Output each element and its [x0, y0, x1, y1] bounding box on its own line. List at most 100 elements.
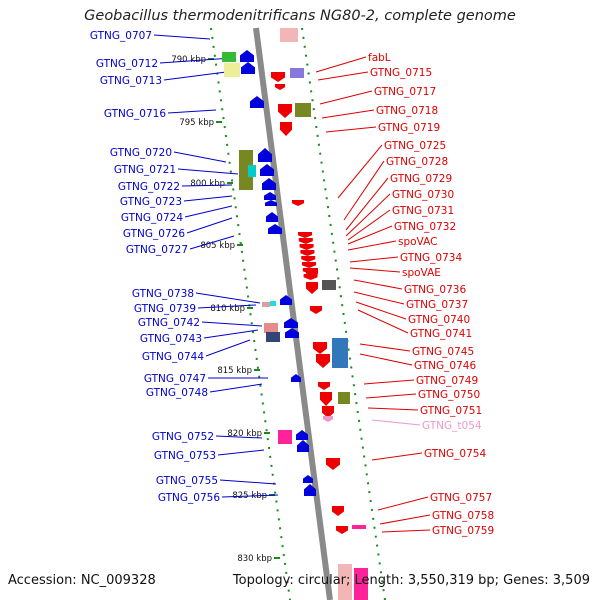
gene-label-reverse: GTNG_0728 — [386, 156, 448, 168]
label-connector — [371, 452, 423, 461]
reverse-track-dotted — [301, 27, 386, 600]
forward-gene-arrow — [303, 475, 313, 483]
gene-label-forward: GTNG_0721 — [114, 164, 176, 176]
gene-label-reverse: GTNG_0725 — [384, 140, 446, 152]
forward-gene-arrow — [296, 430, 308, 440]
gene-label-forward: GTNG_0747 — [144, 373, 206, 385]
label-connector — [321, 109, 375, 119]
reverse-feature-box — [290, 68, 304, 78]
reverse-gene-arrow — [336, 526, 348, 534]
label-connector — [219, 479, 277, 485]
reverse-gene-arrow — [271, 72, 285, 82]
gene-label-reverse: GTNG_0759 — [432, 525, 494, 537]
label-connector — [189, 235, 235, 250]
gene-label-forward: GTNG_0756 — [158, 492, 220, 504]
label-connector — [315, 56, 367, 73]
reverse-gene-arrow — [275, 84, 285, 90]
reverse-gene-arrow — [299, 244, 314, 250]
label-connector — [359, 343, 411, 352]
gene-label-forward: GTNG_0720 — [110, 147, 172, 159]
trna-label: GTNG_t054 — [422, 420, 482, 432]
label-connector — [177, 168, 239, 175]
gene-label-reverse: GTNG_0729 — [390, 173, 452, 185]
tick-label: 795 kbp — [179, 118, 214, 128]
forward-gene-arrow — [264, 192, 276, 200]
gene-label-forward: GTNG_0727 — [126, 244, 188, 256]
reverse-feature-partial — [280, 28, 298, 42]
label-connector — [153, 34, 211, 40]
genome-summary-text: Topology: circular; Length: 3,550,319 bp… — [232, 573, 590, 588]
forward-feature-box — [270, 301, 276, 306]
gene-label-reverse: spoVAE — [402, 267, 441, 279]
trna-feature — [323, 416, 333, 422]
reverse-gene-arrow — [318, 382, 330, 390]
label-connector — [381, 529, 431, 533]
label-connector — [343, 160, 385, 221]
forward-feature-box — [224, 63, 240, 77]
forward-feature-box — [239, 150, 253, 190]
accession-text: Accession: NC_009328 — [8, 573, 156, 588]
gene-label-forward: GTNG_0742 — [138, 317, 200, 329]
gene-label-reverse: GTNG_0758 — [432, 510, 494, 522]
label-connector — [353, 291, 405, 305]
label-connector — [197, 304, 257, 309]
gene-label-reverse: spoVAC — [398, 236, 437, 248]
label-connector — [205, 339, 251, 357]
reverse-gene-arrow — [298, 238, 313, 244]
tick-label: 820 kbp — [227, 429, 262, 439]
reverse-feature-box — [332, 338, 348, 368]
label-connector — [159, 57, 233, 64]
reverse-gene-arrow — [332, 506, 344, 516]
gene-label-reverse: GTNG_0745 — [412, 346, 474, 358]
gene-label-forward: GTNG_0713 — [100, 75, 162, 87]
gene-label-reverse: GTNG_0741 — [410, 328, 472, 340]
tick-label: 790 kbp — [171, 55, 206, 65]
label-connector — [319, 90, 373, 105]
reverse-gene-arrow — [298, 232, 312, 238]
tick-label: 810 kbp — [210, 304, 245, 314]
forward-feature-box — [266, 332, 280, 342]
forward-gene-arrow — [284, 318, 298, 328]
gene-label-reverse: GTNG_0734 — [400, 252, 462, 264]
forward-gene-arrow — [262, 178, 276, 190]
forward-gene-arrow — [285, 328, 299, 338]
forward-gene-arrow — [258, 148, 272, 162]
label-connector — [184, 205, 233, 218]
forward-feature-box — [222, 52, 236, 62]
reverse-feature-box — [352, 525, 366, 529]
reverse-gene-arrow — [302, 262, 316, 268]
reverse-feature-partial — [354, 568, 368, 600]
label-connector — [203, 329, 259, 339]
label-connector — [377, 496, 429, 511]
forward-gene-arrow — [250, 96, 264, 108]
label-connector — [167, 109, 217, 114]
label-connector — [173, 151, 227, 163]
gene-label-reverse: GTNG_0717 — [374, 86, 436, 98]
forward-feature-box — [248, 165, 256, 177]
gene-label-forward: GTNG_0738 — [132, 288, 194, 300]
gene-label-reverse: fabL — [368, 52, 391, 64]
reverse-gene-arrow — [320, 392, 332, 406]
gene-label-reverse: GTNG_0746 — [414, 360, 476, 372]
label-connector — [201, 321, 263, 327]
gene-label-forward: GTNG_0743 — [140, 333, 202, 345]
reverse-gene-arrow — [301, 256, 316, 262]
gene-label-reverse: GTNG_0750 — [418, 389, 480, 401]
reverse-gene-arrow — [322, 406, 334, 418]
forward-gene-arrow — [240, 50, 254, 62]
gene-label-reverse: GTNG_0736 — [404, 284, 466, 296]
label-connector — [371, 419, 421, 426]
gene-label-forward: GTNG_0755 — [156, 475, 218, 487]
forward-gene-arrow — [260, 164, 274, 176]
label-connector — [347, 209, 391, 241]
tick-label: 830 kbp — [237, 554, 272, 564]
gene-label-forward: GTNG_0716 — [104, 108, 166, 120]
gene-label-forward: GTNG_0753 — [154, 450, 216, 462]
label-connector — [345, 193, 391, 237]
gene-label-forward: GTNG_0722 — [118, 181, 180, 193]
gene-label-reverse: GTNG_0737 — [406, 299, 468, 311]
label-connector — [365, 393, 417, 399]
reverse-gene-arrow — [280, 122, 292, 136]
gene-label-forward: GTNG_0726 — [123, 228, 185, 240]
